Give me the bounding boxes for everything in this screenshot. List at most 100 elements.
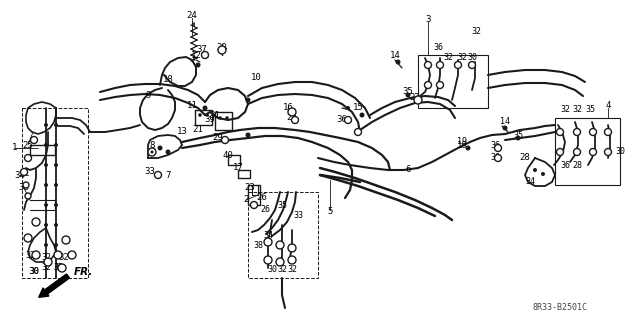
Text: 32: 32 <box>59 254 69 263</box>
Text: 14: 14 <box>390 50 401 60</box>
Text: 32: 32 <box>443 54 453 63</box>
Circle shape <box>250 202 257 209</box>
Circle shape <box>24 234 32 242</box>
Circle shape <box>32 218 40 226</box>
Text: 36: 36 <box>433 43 443 53</box>
Text: 35: 35 <box>585 106 595 115</box>
Circle shape <box>58 264 66 272</box>
Circle shape <box>424 62 431 69</box>
Circle shape <box>148 148 156 156</box>
Circle shape <box>264 238 272 246</box>
Circle shape <box>288 108 296 116</box>
Text: 35: 35 <box>277 201 287 210</box>
Circle shape <box>54 183 58 187</box>
Text: 26: 26 <box>257 194 268 203</box>
Text: 33: 33 <box>293 211 303 219</box>
Circle shape <box>246 98 250 102</box>
Circle shape <box>202 106 207 110</box>
Text: 36: 36 <box>560 160 570 169</box>
Circle shape <box>68 251 76 259</box>
Bar <box>555 118 620 185</box>
Text: 34: 34 <box>15 170 26 180</box>
Text: FR.: FR. <box>74 267 93 277</box>
Text: 10: 10 <box>251 73 261 83</box>
Text: 22: 22 <box>287 114 298 122</box>
Circle shape <box>54 123 58 127</box>
Circle shape <box>436 81 444 88</box>
Text: 30: 30 <box>267 265 277 275</box>
Circle shape <box>573 129 580 136</box>
Text: 32: 32 <box>53 263 63 272</box>
Circle shape <box>31 137 38 144</box>
Circle shape <box>288 244 296 252</box>
Circle shape <box>44 243 48 247</box>
Circle shape <box>344 116 351 123</box>
Circle shape <box>406 93 410 98</box>
Text: 38: 38 <box>19 183 29 192</box>
Circle shape <box>221 137 228 144</box>
Circle shape <box>396 60 401 64</box>
Text: 19: 19 <box>457 137 467 146</box>
Text: 13: 13 <box>177 128 188 137</box>
Circle shape <box>20 168 28 175</box>
Text: 7: 7 <box>165 170 171 180</box>
Circle shape <box>264 256 272 264</box>
Circle shape <box>454 62 461 69</box>
Text: 8: 8 <box>149 140 155 150</box>
Circle shape <box>157 145 163 151</box>
Circle shape <box>62 236 70 244</box>
Text: 16: 16 <box>283 103 293 113</box>
Text: 9: 9 <box>145 91 150 100</box>
Circle shape <box>54 143 58 147</box>
Circle shape <box>495 154 502 161</box>
Text: 32: 32 <box>277 265 287 275</box>
Circle shape <box>198 113 202 117</box>
Circle shape <box>533 168 537 172</box>
Bar <box>22 108 88 278</box>
Circle shape <box>346 106 350 110</box>
Circle shape <box>424 81 431 88</box>
Text: 21: 21 <box>193 125 204 135</box>
Text: 34: 34 <box>525 177 535 187</box>
Text: 17: 17 <box>232 164 243 173</box>
Text: 18: 18 <box>163 76 173 85</box>
Text: 30: 30 <box>29 268 39 277</box>
Text: 32: 32 <box>25 250 35 259</box>
Text: 28: 28 <box>572 160 582 169</box>
Text: 35: 35 <box>513 130 523 139</box>
Circle shape <box>44 183 48 187</box>
Circle shape <box>44 163 48 167</box>
Text: 15: 15 <box>353 103 364 113</box>
Text: 25: 25 <box>22 140 33 150</box>
Text: 20: 20 <box>216 43 227 53</box>
Text: 36: 36 <box>490 140 500 150</box>
Circle shape <box>557 129 563 136</box>
Text: 1: 1 <box>12 144 18 152</box>
Text: 32: 32 <box>41 254 51 263</box>
Text: 12: 12 <box>191 50 202 60</box>
Circle shape <box>23 182 29 188</box>
Text: 36: 36 <box>490 153 500 162</box>
Circle shape <box>276 241 284 249</box>
Bar <box>418 55 488 108</box>
FancyArrow shape <box>39 274 70 297</box>
Text: 5: 5 <box>327 207 333 217</box>
Circle shape <box>436 62 444 69</box>
Text: 30: 30 <box>29 268 40 277</box>
Text: 40: 40 <box>223 151 234 160</box>
Circle shape <box>573 149 580 155</box>
Text: 32: 32 <box>53 263 63 272</box>
Circle shape <box>44 203 48 207</box>
Text: 31: 31 <box>210 110 220 120</box>
Text: 39: 39 <box>205 115 216 124</box>
Text: 6: 6 <box>405 166 411 174</box>
Text: 38: 38 <box>253 241 263 249</box>
Circle shape <box>502 125 508 130</box>
Text: 24: 24 <box>187 11 197 20</box>
Text: 14: 14 <box>500 117 510 127</box>
Text: 2: 2 <box>243 196 249 204</box>
Circle shape <box>465 145 470 151</box>
Circle shape <box>44 123 48 127</box>
Circle shape <box>205 113 209 117</box>
Text: 37: 37 <box>196 46 207 55</box>
